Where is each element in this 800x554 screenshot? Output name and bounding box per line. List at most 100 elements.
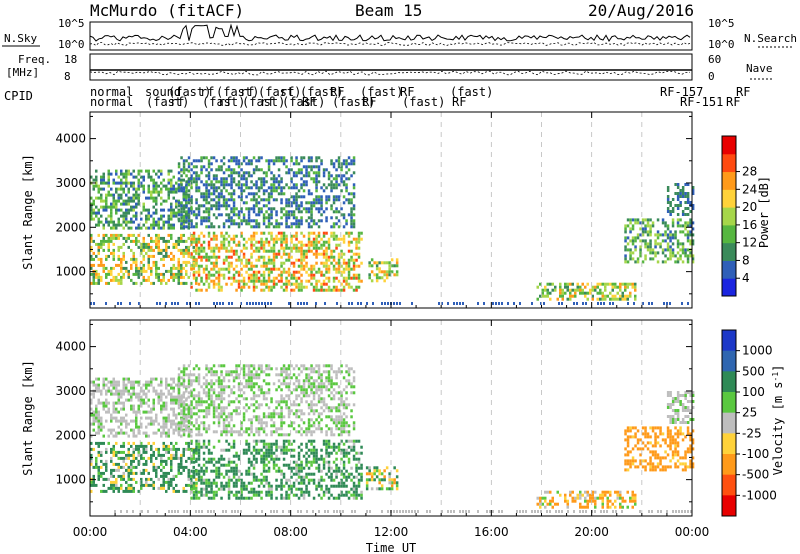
echo-cell — [275, 159, 278, 163]
echo-cell — [272, 460, 276, 464]
echo-cell — [115, 263, 118, 267]
echo-cell — [200, 475, 203, 479]
cpid-label-row1: RF — [736, 85, 750, 99]
echo-cell — [217, 267, 221, 271]
echo-cell — [230, 180, 233, 184]
echo-cell — [225, 463, 228, 467]
echo-cell — [260, 424, 263, 428]
echo-cell — [307, 171, 311, 175]
echo-cell — [272, 255, 276, 259]
echo-cell — [195, 201, 198, 205]
echo-cell — [190, 281, 193, 285]
echo-cell — [167, 456, 170, 460]
echo-cell — [691, 192, 695, 195]
echo-cell — [255, 246, 258, 250]
echo-cell — [202, 424, 206, 428]
echo-cell — [165, 416, 168, 420]
echo-cell — [265, 364, 268, 368]
echo-cell — [215, 484, 218, 488]
echo-cell — [180, 456, 183, 460]
echo-cell — [272, 249, 276, 253]
echo-cell — [215, 216, 218, 220]
echo-cell — [355, 493, 358, 497]
echo-cell — [337, 442, 341, 446]
echo-cell — [90, 302, 92, 305]
echo-cell — [127, 208, 130, 212]
echo-cell — [260, 448, 263, 452]
echo-cell — [217, 282, 221, 286]
echo-cell — [97, 263, 100, 267]
echo-cell — [220, 391, 223, 395]
echo-cell — [217, 279, 221, 283]
echo-cell — [312, 276, 316, 280]
echo-cell — [207, 210, 211, 214]
echo-cell — [347, 460, 351, 464]
echo-cell — [280, 406, 283, 410]
echo-cell — [192, 264, 196, 268]
echo-cell — [232, 376, 236, 380]
echo-cell — [222, 156, 226, 160]
echo-cell — [110, 172, 113, 176]
echo-cell — [644, 224, 647, 228]
echo-cell — [215, 460, 218, 464]
echo-cell — [190, 195, 193, 199]
echo-cell — [247, 258, 251, 262]
echo-cell — [112, 434, 115, 438]
echo-cell — [147, 196, 150, 200]
echo-cell — [569, 282, 572, 286]
echo-cell — [140, 272, 143, 276]
echo-cell — [267, 165, 271, 169]
echo-cell — [330, 288, 333, 292]
echo-cell — [272, 463, 276, 467]
echo-cell — [138, 302, 140, 305]
echo-cell — [165, 239, 168, 243]
echo-cell — [115, 181, 118, 185]
echo-cell — [295, 478, 298, 482]
echo-cell — [110, 428, 113, 432]
echo-cell — [633, 302, 635, 305]
echo-cell — [357, 237, 361, 241]
echo-cell — [177, 189, 181, 193]
echo-cell — [250, 430, 253, 434]
echo-cell — [249, 302, 251, 305]
colorbar-frame — [721, 135, 737, 297]
echo-cell — [150, 410, 153, 414]
echo-cell — [225, 207, 228, 211]
echo-cell — [190, 460, 193, 464]
echo-cell — [232, 189, 236, 193]
echo-cell — [157, 450, 160, 454]
echo-cell — [327, 195, 331, 199]
echo-cell — [315, 165, 318, 169]
echo-cell — [155, 187, 158, 191]
echo-cell — [175, 187, 178, 191]
echo-cell — [352, 186, 356, 190]
echo-cell — [235, 376, 238, 380]
echo-cell — [287, 168, 291, 172]
echo-cell — [132, 214, 135, 218]
echo-cell — [302, 234, 306, 238]
echo-cell — [155, 413, 158, 417]
echo-cell — [280, 192, 283, 196]
echo-cell — [579, 291, 582, 295]
echo-cell — [117, 425, 120, 429]
echo-cell — [250, 370, 253, 374]
echo-cell — [355, 237, 358, 241]
echo-cell — [616, 285, 619, 289]
echo-cell — [115, 190, 118, 194]
echo-cell — [270, 430, 273, 434]
echo-cell — [322, 463, 326, 467]
echo-cell — [265, 403, 268, 407]
echo-cell — [691, 260, 695, 264]
echo-cell — [217, 270, 221, 274]
echo-cell — [205, 430, 208, 434]
echo-cell — [686, 183, 690, 186]
echo-cell — [110, 269, 113, 273]
echo-cell — [105, 419, 108, 423]
echo-cell — [157, 245, 160, 249]
echo-cell — [305, 243, 308, 247]
echo-cell — [97, 223, 100, 227]
echo-cell — [192, 367, 196, 371]
echo-cell — [360, 237, 363, 241]
echo-cell — [197, 288, 201, 292]
echo-cell — [222, 463, 226, 467]
